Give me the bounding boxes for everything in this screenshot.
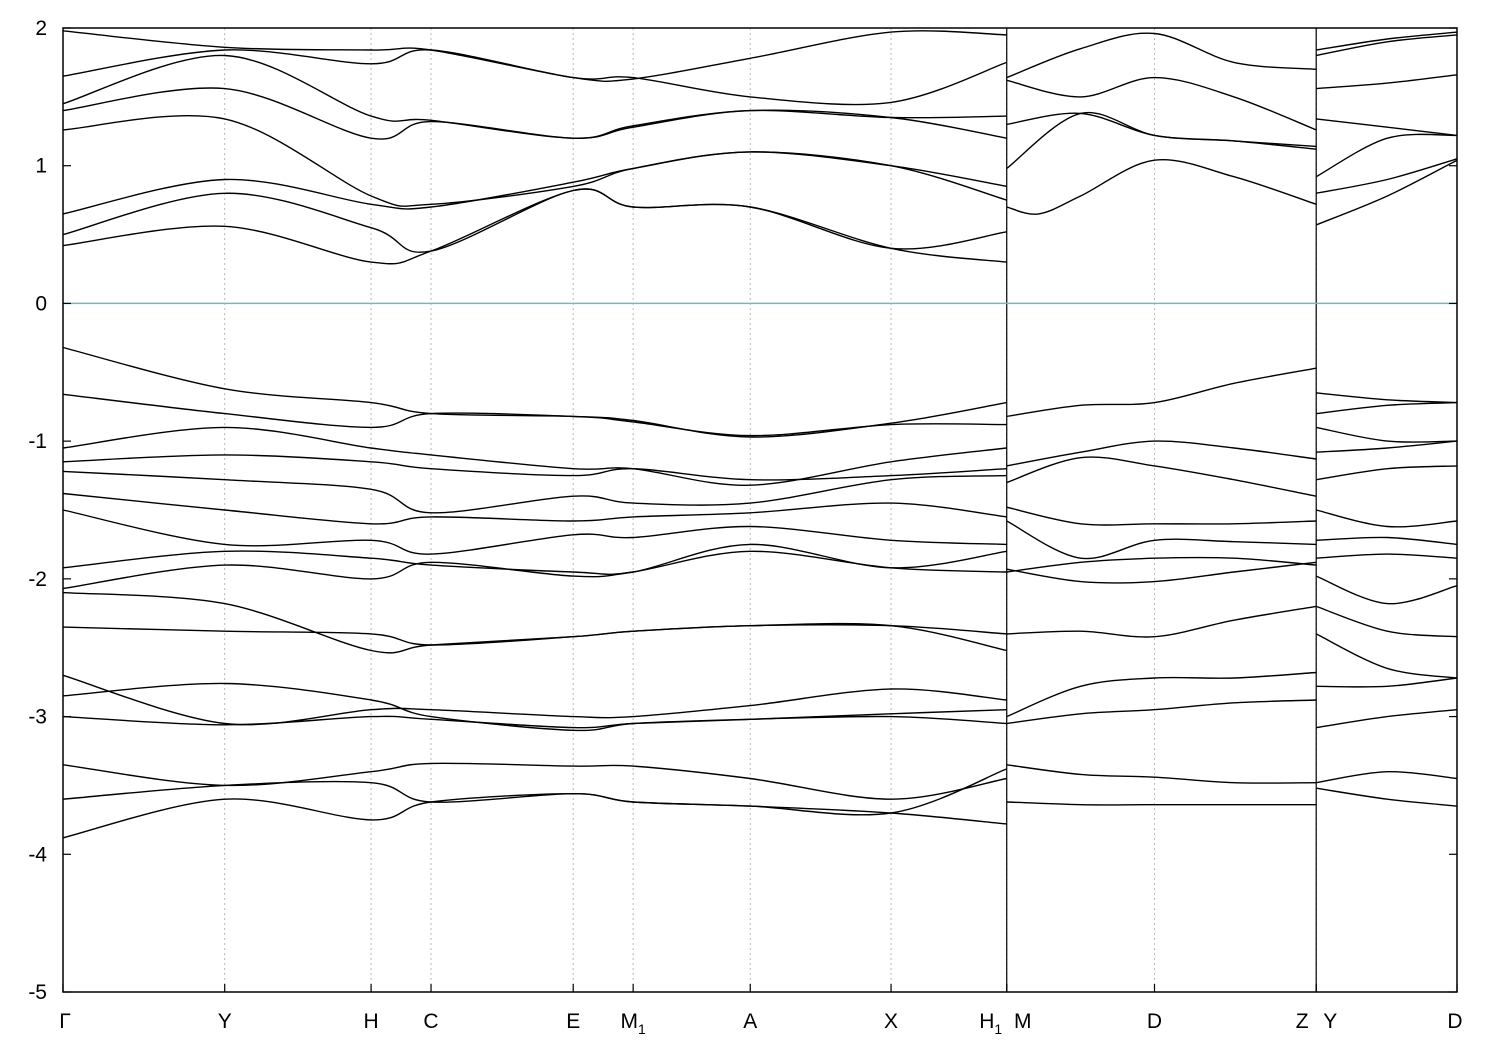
kpoint-label: A [743, 1010, 757, 1033]
band-line [1316, 34, 1458, 57]
y-tick-label: -5 [28, 981, 47, 1004]
band-line [1316, 74, 1458, 90]
band-line [1006, 699, 1317, 725]
band-line [62, 762, 1007, 800]
band-line [62, 346, 1007, 438]
band-line [1006, 158, 1317, 215]
kpoint-label: H [363, 1010, 378, 1033]
band-line [1315, 133, 1458, 178]
kpoint-label: Y [1323, 1010, 1337, 1033]
band-line [1316, 118, 1458, 137]
band-line [1316, 392, 1458, 404]
plot-frame [62, 27, 1458, 993]
band-line [1006, 440, 1317, 467]
band-line [1315, 159, 1458, 226]
kpoint-label: C [423, 1010, 438, 1033]
band-line [1316, 677, 1458, 688]
band-line [1006, 801, 1317, 806]
band-line [1006, 556, 1317, 573]
y-tick-label: -2 [28, 568, 47, 591]
band-line [1315, 605, 1458, 638]
y-tick-label: 2 [35, 17, 47, 40]
band-line [1006, 605, 1317, 638]
band-line [1316, 787, 1458, 807]
band-line [1006, 456, 1317, 497]
band-line [62, 709, 1007, 729]
band-line [1006, 764, 1317, 784]
band-line [1316, 770, 1458, 784]
kpoint-label: H1 [979, 1010, 1002, 1037]
band-line [1006, 112, 1317, 148]
y-axis: 2 1 0 -1 -2 -3 -4 -5 [28, 17, 1457, 1004]
band-line [62, 114, 1007, 207]
band-line [62, 188, 1007, 265]
band-line [1316, 509, 1458, 528]
band-line [1316, 440, 1458, 453]
band-line [62, 492, 1007, 525]
kpoint-gridlines [224, 28, 1317, 992]
kpoint-subscript: 1 [638, 1021, 646, 1037]
band-line [1006, 367, 1317, 418]
y-tick-label: -3 [28, 706, 47, 729]
band-line [62, 550, 1007, 590]
band-lines [62, 30, 1458, 839]
band-line [1316, 465, 1458, 481]
band-line [1316, 401, 1458, 415]
x-axis: Γ Y H C E M1 A X H1 M D Z Y D [59, 984, 1463, 1037]
kpoint-label: E [566, 1010, 580, 1033]
band-line [1316, 426, 1458, 443]
kpoint-label: D [1447, 1010, 1462, 1033]
band-line [62, 54, 1007, 139]
band-line [1006, 561, 1317, 584]
band-line [62, 768, 1007, 816]
band-line [62, 509, 1007, 555]
band-line [1316, 31, 1458, 51]
band-line [62, 543, 1007, 575]
band-line [1006, 671, 1317, 718]
band-line [62, 188, 1007, 253]
band-line [1316, 536, 1458, 546]
y-tick-label: 0 [35, 292, 47, 315]
band-line [62, 624, 1007, 646]
band-line [62, 393, 1007, 437]
band-line [1316, 553, 1458, 559]
kpoint-label: M [1014, 1010, 1032, 1033]
band-line [1315, 633, 1458, 679]
band-line [1006, 520, 1317, 560]
y-tick-label: -4 [28, 843, 47, 866]
band-line [1316, 709, 1458, 729]
band-line [62, 87, 1007, 140]
kpoint-subscript: 1 [994, 1021, 1002, 1037]
band-line [1006, 506, 1317, 526]
band-line [62, 426, 1007, 486]
band-line [62, 49, 1007, 106]
y-tick-label: -1 [28, 430, 47, 453]
kpoint-label: D [1147, 1010, 1162, 1033]
band-line [62, 682, 1007, 732]
band-line [62, 591, 1007, 654]
kpoint-label: X [884, 1010, 898, 1033]
kpoint-label: Γ [59, 1010, 71, 1033]
kpoint-label: M1 [620, 1010, 646, 1037]
band-line [62, 792, 1007, 839]
band-line [1006, 76, 1317, 131]
band-line [1315, 575, 1458, 605]
kpoint-label: Y [218, 1010, 232, 1033]
kpoint-label: Z [1296, 1010, 1309, 1033]
band-line [1006, 32, 1317, 79]
band-line [62, 470, 1007, 514]
band-line [62, 30, 1007, 83]
y-tick-label: 1 [35, 155, 47, 178]
band-line [62, 454, 1007, 481]
band-line [1316, 158, 1458, 194]
band-line [62, 151, 1007, 215]
